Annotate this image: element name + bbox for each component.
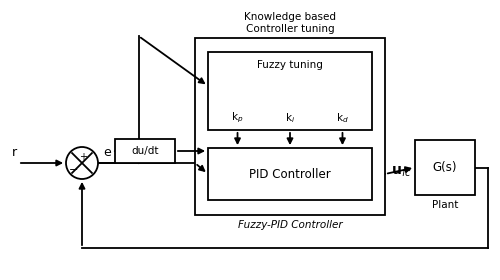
Text: +: + — [79, 152, 87, 162]
Bar — [415, 140, 475, 195]
Bar — [208, 52, 372, 130]
Bar — [195, 38, 385, 215]
Text: −: − — [68, 165, 78, 175]
Text: k$_p$: k$_p$ — [232, 111, 243, 125]
Text: k$_d$: k$_d$ — [336, 111, 349, 125]
Text: Fuzzy tuning: Fuzzy tuning — [257, 60, 323, 70]
Text: Knowledge based
Controller tuning: Knowledge based Controller tuning — [244, 12, 336, 34]
Text: Fuzzy-PID Controller: Fuzzy-PID Controller — [238, 220, 343, 230]
Bar — [115, 139, 175, 163]
Circle shape — [66, 147, 98, 179]
Text: Plant: Plant — [432, 200, 458, 210]
Text: PID Controller: PID Controller — [249, 167, 331, 181]
Text: G(s): G(s) — [432, 161, 457, 174]
Text: r: r — [12, 146, 17, 159]
Text: u$_{fc}$: u$_{fc}$ — [391, 165, 411, 179]
Text: e: e — [103, 146, 111, 159]
Bar — [208, 148, 372, 200]
Text: k$_i$: k$_i$ — [285, 111, 295, 125]
Text: du/dt: du/dt — [132, 146, 159, 156]
